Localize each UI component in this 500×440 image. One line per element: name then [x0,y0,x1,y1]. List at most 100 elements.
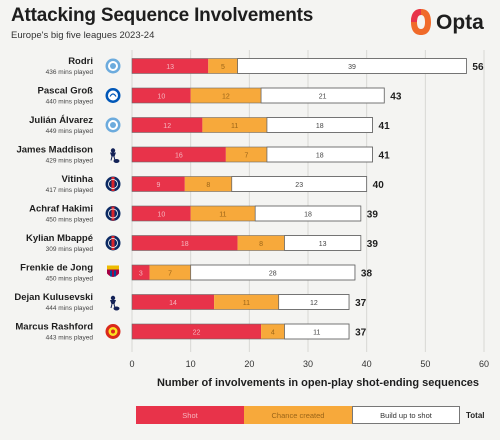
player-minutes: 309 mins played [46,246,94,253]
psg-crest-icon [105,235,121,251]
manchester-city-crest-icon [105,58,121,74]
bar-total-label: 40 [373,180,385,191]
bar-total-label: 37 [355,328,367,339]
bar-value-label: 11 [231,123,238,130]
bar-segment-chance [208,58,238,74]
bar-segment-chance [149,265,191,280]
x-tick-label: 50 [420,359,430,369]
bar-segment-shot [132,147,226,162]
bar-value-label: 13 [166,64,174,71]
legend-build-up: Build up to shot [352,406,460,424]
player-name: Frenkie de Jong [20,263,93,274]
bar-value-label: 12 [310,300,318,307]
bar-value-label: 5 [221,64,225,71]
bar-value-label: 11 [219,212,226,219]
bar-segment-shot [132,117,203,133]
psg-crest-icon [105,176,121,192]
bar-segment-shot [132,265,150,280]
x-tick-label: 0 [129,359,134,369]
bar-total-label: 39 [367,210,379,221]
bar-value-label: 12 [163,123,171,130]
bar-value-label: 7 [244,153,248,160]
bar-segment-shot [132,324,262,339]
manchester-city-crest-icon [105,117,121,133]
bar-outline [131,176,367,192]
bar-value-label: 10 [157,212,165,219]
bar-value-label: 28 [269,271,277,278]
bar-value-label: 10 [157,94,165,101]
opta-logo-icon [411,9,431,35]
bar-total-label: 37 [355,298,367,309]
legend: Shot Chance created Build up to shot Tot… [136,406,485,424]
legend-chance-created: Chance created [244,406,352,424]
bar-total-label: 41 [379,121,391,132]
opta-logo-text: Opta [436,11,484,34]
bar-segment-chance [190,88,262,103]
x-tick-label: 60 [479,359,489,369]
bar-value-label: 13 [319,241,327,248]
bar-value-label: 18 [181,241,189,248]
player-name: Kylian Mbappé [26,233,93,244]
player-name: Achraf Hakimi [29,204,93,215]
bar-value-label: 8 [206,182,210,189]
opta-logo: Opta [410,8,496,38]
bar-value-label: 8 [259,241,263,248]
bar-outline [131,294,350,310]
bar-total-label: 38 [361,269,373,280]
x-tick-label: 30 [303,359,313,369]
player-minutes: 443 mins played [46,335,94,342]
bar-segment-chance [214,294,279,310]
bar-value-label: 23 [295,182,303,189]
bar-value-label: 18 [316,123,324,130]
player-name: Vitinha [62,174,94,185]
bar-outline [131,58,467,74]
bar-segment-chance [184,176,232,192]
bar-outline [131,146,373,163]
bar-value-label: 11 [313,330,320,337]
tottenham-crest-icon [110,295,120,311]
bar-total-label: 43 [390,92,402,103]
player-minutes: 449 mins played [46,128,94,135]
bar-value-label: 9 [156,182,160,189]
bar-value-label: 4 [271,330,275,337]
bar-segment-shot [132,294,215,310]
player-name: Rodri [68,56,93,67]
bar-value-label: 11 [243,300,250,307]
bar-value-label: 22 [193,330,201,337]
bar-value-label: 7 [168,271,172,278]
psg-crest-icon [105,206,121,221]
bar-value-label: 12 [222,94,230,101]
bar-outline [131,264,356,281]
chart-title: Attacking Sequence Involvements [11,5,314,26]
x-tick-label: 40 [362,359,372,369]
barcelona-crest-icon [107,265,119,277]
bar-outline [131,117,373,133]
bar-outline [131,87,385,104]
player-name: Marcus Rashford [15,322,93,333]
bar-segment-shot [132,206,191,221]
player-minutes: 444 mins played [46,305,94,312]
bar-value-label: 39 [348,64,356,71]
legend-shot: Shot [136,406,244,424]
bar-segment-chance [237,235,285,251]
bar-segment-chance [261,324,285,339]
x-tick-label: 20 [244,359,254,369]
bar-outline [131,205,362,222]
player-minutes: 436 mins played [46,69,94,76]
manchester-united-crest-icon [105,324,121,339]
x-axis-label: Number of involvements in open-play shot… [157,377,479,389]
bar-total-label: 41 [379,151,391,162]
player-name: Dejan Kulusevski [14,292,93,303]
brighton-crest-icon [105,88,121,103]
bar-segment-chance [202,117,267,133]
bar-value-label: 21 [319,94,327,101]
player-name: James Maddison [16,145,93,156]
player-minutes: 429 mins played [46,158,94,165]
bar-segment-shot [132,58,209,74]
bar-outline [131,235,362,251]
player-minutes: 417 mins played [46,187,94,194]
player-name: Julián Álvarez [29,115,93,126]
bar-outline [131,323,350,340]
bar-segment-shot [132,176,185,192]
bar-segment-shot [132,88,191,103]
